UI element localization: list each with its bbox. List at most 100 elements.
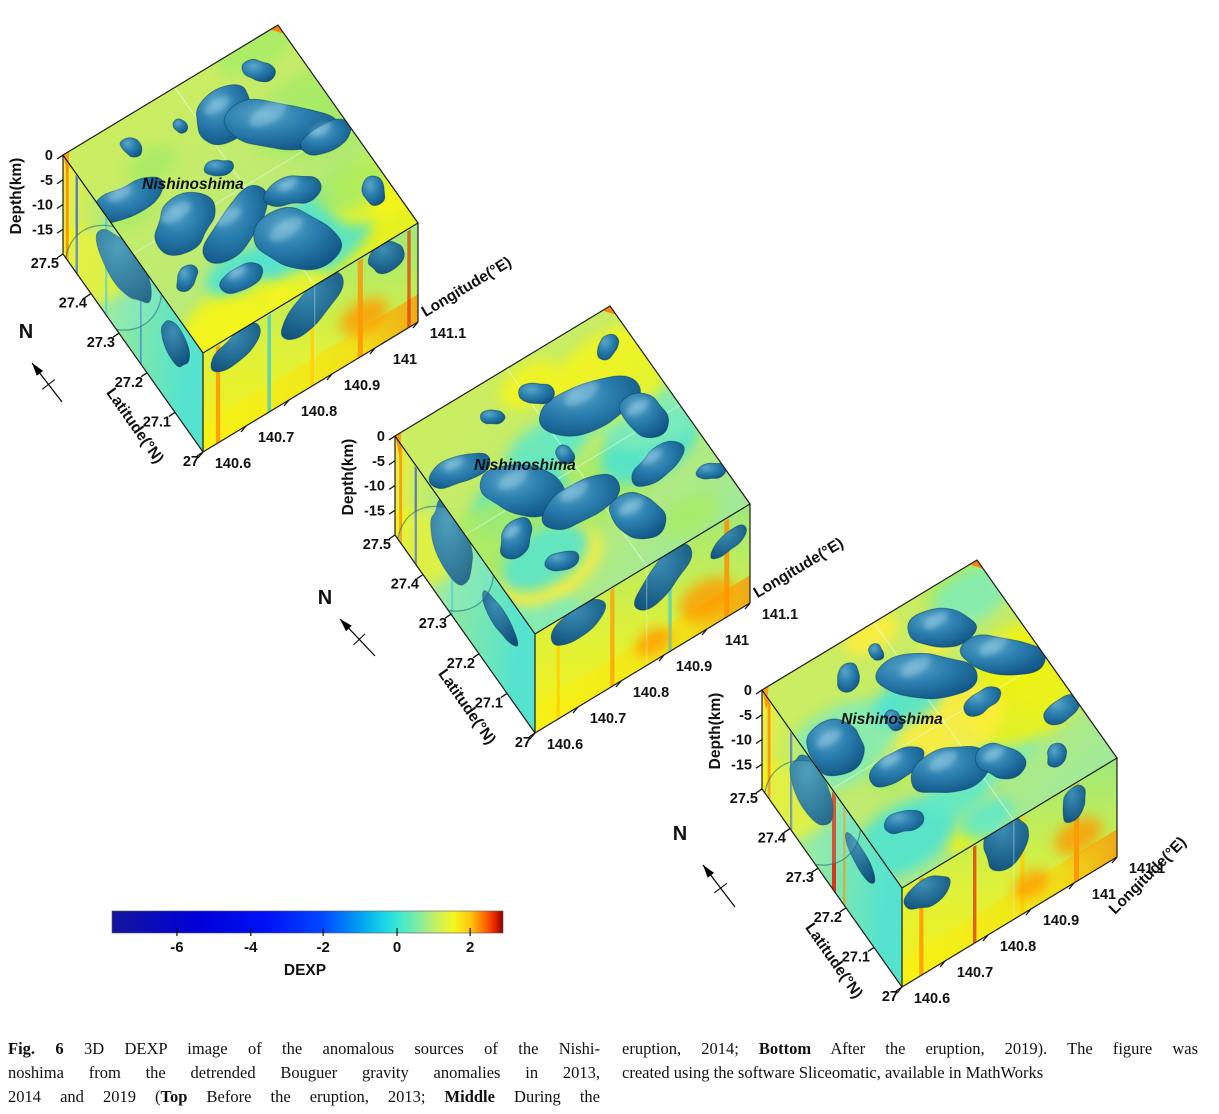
depth-tick-label: 0 [744,683,752,699]
isosurface-blob [1047,742,1068,768]
longitude-tick-label: 141.1 [430,326,466,342]
isosurface-blob [907,607,977,648]
north-arrow: N [673,823,736,908]
isosurface-blob [883,809,925,835]
isosurface-blob [806,718,865,777]
depth-axis: 0 -5 -10 -15 Depth(km) [340,429,396,519]
island-label-top: Nishinoshima [142,176,244,193]
panel-top: 0 -5 -10 -15 Depth(km) 27.5 27.4 27.3 27.2 27.1 27… [8,24,515,472]
caption-line: eruption, 2014; Bottom After the eruptio… [622,1037,1198,1061]
latitude-tick-label: 27.2 [447,656,475,672]
isosurface-blob [219,262,264,295]
isosurface-blob [499,516,533,560]
caption-text: eruption, 2014; [622,1039,759,1058]
isosurface-blob [959,634,1046,676]
isosurface-blob [608,491,667,540]
isosurface-blob [695,462,727,480]
isosurface-blob [875,652,978,700]
caption-line: noshima from the detrended Bouguer gravi… [8,1061,600,1085]
isosurface-blob [241,58,276,83]
isosurface-blob [176,264,199,293]
caption-text: noshima from the detrended Bouguer gravi… [8,1063,600,1082]
longitude-axis-title: Longitude(°E) [1106,834,1190,918]
latitude-tick-label: 27 [515,735,531,751]
longitude-tick-label: 140.9 [344,378,380,394]
latitude-tick-label: 27.2 [115,375,143,391]
latitude-tick-label: 27.3 [87,335,115,351]
top-face [395,306,750,634]
north-arrow-head [340,619,352,632]
longitude-tick-label: 140.6 [547,737,583,753]
latitude-tick-label: 27.1 [475,695,503,711]
isosurface-blob [596,333,620,361]
isosurface-blob [883,709,904,732]
longitude-tick-label: 140.9 [1043,913,1079,929]
latitude-tick-label: 27.5 [730,791,758,807]
caption-line: Fig. 6 3D DEXP image of the anomalous so… [8,1037,600,1061]
latitude-tick-label: 27.5 [31,256,59,272]
longitude-axis-title: Longitude(°E) [751,535,847,602]
caption-bold-text: Top [160,1087,188,1106]
colorbar-tick-label: -4 [244,939,258,956]
depth-tick-label: -15 [364,503,385,519]
north-arrow: N [318,587,376,657]
longitude-tick-label: 140.7 [590,711,626,727]
isosurface-blob [518,382,555,405]
isosurface-blob [868,643,885,661]
depth-tick-label: -10 [364,479,385,495]
caption-text: During the [494,1087,601,1106]
isosurface-blob [538,375,641,437]
isosurface-blob [428,452,491,489]
latitude-tick-label: 27.1 [143,414,171,430]
latitude-tick-label: 27.4 [758,831,786,847]
caption-line: created using the software Sliceomatic, … [622,1061,1198,1085]
longitude-tick-label: 140.9 [676,659,712,675]
left-face [395,436,535,733]
figure-caption-right-column: eruption, 2014; Bottom After the eruptio… [622,1037,1198,1085]
depth-axis-title: Depth(km) [340,439,357,516]
caption-bold-text: Middle [444,1087,495,1106]
depth-axis: 0 -5 -10 -15 Depth(km) [8,148,64,238]
depth-axis: 0 -5 -10 -15 Depth(km) [707,683,763,773]
colorbar-tick-label: -6 [170,939,183,956]
north-arrow-head [32,363,44,376]
isosurface-blob [203,159,235,177]
caption-text: 3D DEXP image of the anomalous sources o… [63,1039,601,1058]
isosurface-blob [263,175,322,207]
isosurface-blob [1043,694,1082,726]
panel-bottom: 0 -5 -10 -15 Depth(km) 27.5 27.4 27.3 27.2 27.1 27… [673,559,1190,1007]
depth-tick-label: -15 [32,222,53,238]
isosurface-blob [555,444,576,465]
depth-tick-label: -5 [372,454,385,470]
depth-tick-label: 0 [45,148,53,164]
isosurface-blob [253,206,343,271]
isosurface-blob [618,392,669,439]
isosurface-blob [910,745,993,793]
depth-tick-label: -15 [731,757,752,773]
longitude-tick-label: 141 [1092,887,1116,903]
latitude-tick-label: 27 [882,989,898,1005]
latitude-tick-label: 27.4 [59,296,87,312]
caption-line: 2014 and 2019 (Top Before the eruption, … [8,1085,600,1109]
latitude-tick-label: 27.1 [842,949,870,965]
figure-caption-left-column: Fig. 6 3D DEXP image of the anomalous so… [8,1037,600,1109]
caption-text: created using the software Sliceomatic, … [622,1063,1044,1082]
box-edges [761,559,1118,988]
island-label-middle: Nishinoshima [474,457,576,474]
colorbar-tick-label: 0 [393,939,401,956]
caption-text: After the eruption, 2019). The figure wa… [811,1039,1198,1058]
caption-text: 2014 and 2019 ( [8,1087,161,1106]
longitude-tick-label: 140.7 [258,430,294,446]
isosurface-blob [541,473,621,531]
longitude-tick-label: 140.6 [914,991,950,1007]
colorbar-title: DEXP [284,962,326,979]
longitude-tick-label: 141.1 [762,607,798,623]
box-edges [62,24,419,453]
isosurface-blob [868,746,925,788]
depth-axis-title: Depth(km) [707,693,724,770]
caption-bold-text: Bottom [758,1039,812,1058]
right-face [902,758,1117,987]
caption-text: Before the eruption, 2013; [187,1087,445,1106]
latitude-tick-label: 27.3 [419,616,447,632]
